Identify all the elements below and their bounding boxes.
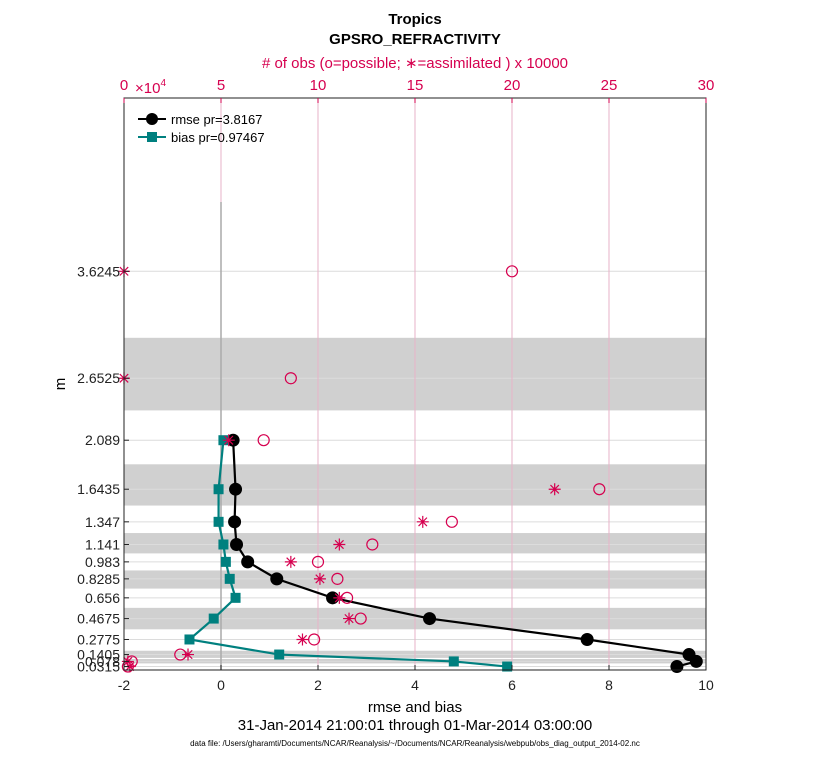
x-tick-label: 10: [698, 677, 714, 693]
obs-assimilated-marker: [333, 538, 346, 551]
obs-possible-marker: [505, 265, 519, 278]
obs-possible-marker: [308, 633, 321, 646]
legend-bias-marker: [147, 132, 157, 142]
top-tick-label: 10: [310, 77, 327, 94]
bottom-axis-ticks: -2 0 2 4 6 8 10: [118, 665, 714, 693]
y-tick-label: 2.6525: [77, 370, 120, 386]
bias-point: [213, 484, 224, 495]
chart-title: Tropics: [388, 11, 441, 28]
top-tick-label: 25: [601, 77, 618, 94]
obs-assimilated-marker: [343, 612, 356, 625]
obs-possible-marker: [257, 434, 270, 447]
x-tick-label: -2: [118, 677, 131, 693]
y-tick-label: 0.8285: [77, 571, 120, 587]
x-tick-label: 0: [217, 677, 225, 693]
x-tick-label: 2: [314, 677, 322, 693]
bias-point: [220, 556, 231, 567]
obs-possible-marker: [366, 538, 379, 551]
top-tick-label: 0: [120, 77, 128, 94]
obs-assimilated-marker: [313, 572, 326, 585]
bias-point: [213, 516, 224, 527]
obs-possible-marker: [311, 555, 325, 568]
chart-subtitle: GPSRO_REFRACTIVITY: [329, 31, 501, 48]
y-tick-label: 1.347: [85, 514, 120, 530]
obs-possible-marker: [445, 515, 458, 528]
bias-point: [502, 661, 513, 672]
obs-assimilated-marker: [333, 591, 346, 604]
y-tick-label: 1.141: [85, 536, 120, 552]
legend-rmse-label: rmse pr=3.8167: [171, 112, 262, 127]
x-tick-label: 6: [508, 677, 516, 693]
obs-assimilated-marker: [123, 660, 136, 673]
obs-assimilated-marker: [284, 555, 297, 568]
plot-area: [118, 97, 707, 674]
y-tick-label: 3.6245: [77, 263, 120, 279]
x-tick-label: 8: [605, 677, 613, 693]
top-tick-label: 5: [217, 77, 225, 94]
bias-point: [208, 613, 219, 624]
top-axis-exponent: ×104: [135, 78, 166, 97]
y-tick-label: 2.089: [85, 432, 120, 448]
top-tick-label: 20: [504, 77, 521, 94]
y-tick-label: 0.656: [85, 590, 120, 606]
bias-point: [218, 539, 229, 550]
y-tick-label: 0.2775: [77, 631, 120, 647]
bias-point: [274, 649, 285, 660]
y-tick-label: 0.4675: [77, 611, 120, 627]
obs-assimilated-marker: [222, 434, 235, 447]
obs-assimilated-marker: [416, 515, 429, 528]
x-axis-label: rmse and bias: [368, 699, 462, 716]
bias-line: [186, 440, 508, 668]
y-axis-label: m: [52, 378, 69, 391]
rmse-point: [670, 660, 684, 674]
obs-assimilated-marker: [548, 483, 561, 496]
obs-possible-marker: [354, 612, 367, 625]
y-tick-label: 0.1405: [77, 647, 120, 663]
top-tick-label: 15: [407, 77, 424, 94]
bias-point: [224, 573, 235, 584]
rmse-point: [270, 572, 284, 586]
legend: rmse pr=3.8167 bias pr=0.97467: [138, 112, 265, 145]
legend-rmse-marker: [146, 113, 158, 125]
y-tick-label: 0.983: [85, 554, 120, 570]
rmse-point: [230, 537, 244, 551]
obs-assimilated-marker: [182, 648, 195, 661]
rmse-point: [580, 632, 594, 646]
rmse-point: [423, 612, 437, 626]
y-tick-label: 1.6435: [77, 481, 120, 497]
bias-point: [184, 634, 195, 645]
obs-possible-marker: [331, 572, 344, 585]
bias-point: [448, 656, 459, 667]
top-tick-label: 30: [698, 77, 715, 94]
y-tick-label: 0.078: [85, 653, 120, 669]
footnote: data file: /Users/gharamti/Documents/NCA…: [190, 739, 640, 748]
x-tick-label: 4: [411, 677, 419, 693]
top-axis-label: # of obs (o=possible; ∗=assimilated ) x …: [262, 55, 568, 72]
rmse-point: [228, 515, 242, 529]
date-range: 31-Jan-2014 21:00:01 through 01-Mar-2014…: [238, 717, 592, 734]
top-axis-ticks: 0 5 10 15 20 25 30: [120, 77, 715, 103]
rmse-point: [229, 482, 243, 496]
obs-possible-marker: [593, 483, 606, 496]
bias-point: [230, 592, 241, 603]
legend-bias-label: bias pr=0.97467: [171, 130, 265, 145]
rmse-point: [241, 555, 255, 569]
y-tick-label: 0.0315: [77, 659, 120, 675]
obs-assimilated-marker: [296, 633, 309, 646]
rmse-point: [689, 654, 703, 668]
obs-possible-marker: [284, 372, 297, 385]
